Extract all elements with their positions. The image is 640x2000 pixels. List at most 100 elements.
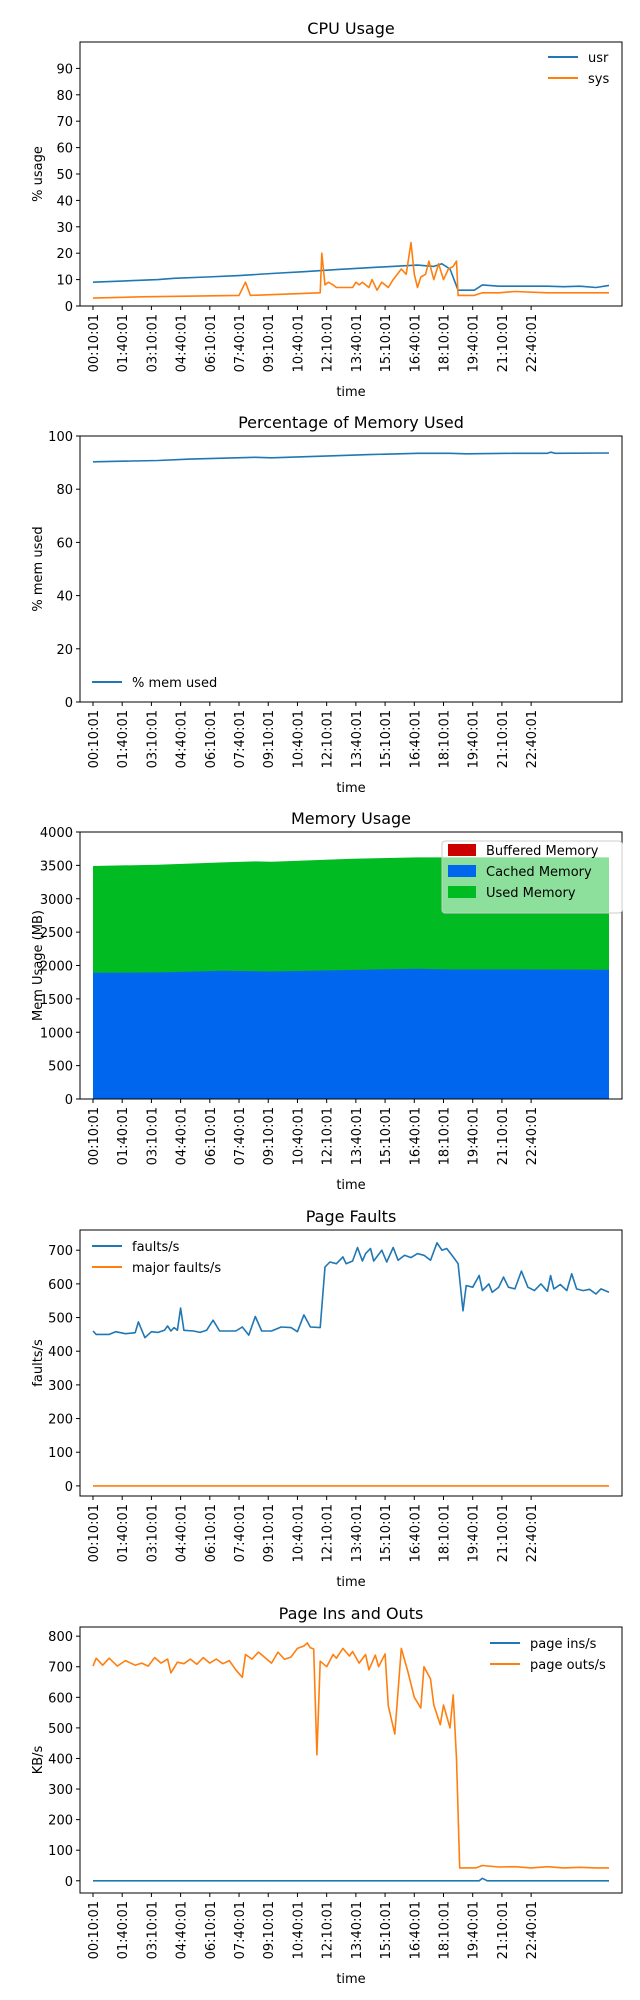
pageio-ytick-label: 400 [48,1752,73,1767]
pageio-ytick-label: 700 [48,1661,73,1676]
faults-series-faults-s [92,1242,610,1339]
faults-xtick-label: 07:40:01 [233,1504,248,1562]
mem-ytick-label: 100 [48,430,73,445]
pageio-xtick-label: 22:40:01 [525,1901,540,1959]
cpu-legend-label: usr [588,51,609,66]
pageio-xtick-label: 19:40:01 [467,1901,482,1959]
memusage-legend-swatch [448,844,476,856]
faults-xtick-label: 21:10:01 [496,1504,511,1562]
memusage-ytick-label: 4000 [40,826,73,841]
mem-xtick-label: 22:40:01 [525,710,540,768]
pageio-xtick-label: 04:40:01 [175,1901,190,1959]
faults-xtick-label: 18:10:01 [437,1504,452,1562]
pageio-xtick-label: 00:10:01 [87,1901,102,1959]
pageio-ytick-label: 200 [48,1814,73,1829]
cpu-xtick-label: 06:10:01 [204,314,219,372]
cpu-xtick-label: 18:10:01 [437,314,452,372]
faults-xtick-label: 03:10:01 [145,1504,160,1562]
memusage-area-cached-memory [92,968,610,1099]
mem-title: Percentage of Memory Used [238,413,464,432]
memusage-xtick-label: 21:10:01 [496,1107,511,1165]
faults-xtick-label: 19:40:01 [467,1504,482,1562]
mem-xtick-label: 15:10:01 [379,710,394,768]
pageio-ylabel: KB/s [31,1745,46,1774]
pageio-xtick-label: 01:40:01 [116,1901,131,1959]
mem-xtick-label: 19:40:01 [467,710,482,768]
mem-ytick-label: 40 [56,590,73,605]
memusage-ytick-label: 1000 [40,1026,73,1041]
pageio-xtick-label: 16:40:01 [408,1901,423,1959]
cpu-xtick-label: 04:40:01 [175,314,190,372]
cpu-ytick-label: 50 [56,168,73,183]
memusage-xtick-label: 13:40:01 [350,1107,365,1165]
pageio-ytick-label: 300 [48,1783,73,1798]
cpu-series-usr [92,263,610,291]
cpu-ytick-label: 80 [56,89,73,104]
mem-xtick-label: 10:40:01 [291,710,306,768]
memusage-legend-box [441,840,623,914]
faults-ytick-label: 100 [48,1446,73,1461]
pageio-legend-label: page outs/s [530,1658,606,1673]
mem-ytick-label: 60 [56,536,73,551]
memusage-xtick-label: 01:40:01 [116,1107,131,1165]
memusage-xtick-label: 09:10:01 [262,1107,277,1165]
cpu-xtick-label: 10:40:01 [291,314,306,372]
cpu-plot-frame [79,41,623,307]
memusage-ylabel: Mem Usage (MB) [31,910,46,1021]
faults-xtick-label: 06:10:01 [204,1504,219,1562]
cpu-xtick-label: 22:40:01 [525,314,540,372]
faults-ytick-label: 400 [48,1345,73,1360]
faults-xtick-label: 16:40:01 [408,1504,423,1562]
memusage-ytick-label: 2000 [40,960,73,975]
pageio-xtick-label: 12:10:01 [321,1901,336,1959]
pageio-xtick-label: 09:10:01 [262,1901,277,1959]
memusage-ytick-label: 3000 [40,893,73,908]
faults-xtick-label: 10:40:01 [291,1504,306,1562]
cpu-xtick-label: 00:10:01 [87,314,102,372]
pageio-ytick-label: 100 [48,1844,73,1859]
cpu-xtick-label: 19:40:01 [467,314,482,372]
cpu-xtick-label: 21:10:01 [496,314,511,372]
memusage-ytick-label: 2500 [40,926,73,941]
memusage-ytick-label: 1500 [40,993,73,1008]
pageio-ytick-label: 800 [48,1630,73,1645]
pageio-xtick-label: 03:10:01 [145,1901,160,1959]
mem-xtick-label: 21:10:01 [496,710,511,768]
faults-ytick-label: 700 [48,1244,73,1259]
faults-xtick-label: 09:10:01 [262,1504,277,1562]
mem-xtick-label: 03:10:01 [145,710,160,768]
pageio-xtick-label: 07:40:01 [233,1901,248,1959]
cpu-xtick-label: 03:10:01 [145,314,160,372]
faults-legend-label: faults/s [132,1240,180,1255]
cpu-ytick-label: 20 [56,247,73,262]
memusage-xtick-label: 12:10:01 [321,1107,336,1165]
pageio-ytick-label: 500 [48,1722,73,1737]
memusage-xtick-label: 19:40:01 [467,1107,482,1165]
cpu-ytick-label: 40 [56,194,73,209]
mem-ytick-label: 80 [56,483,73,498]
mem-xtick-label: 04:40:01 [175,710,190,768]
pageio-series-page-outs-s [92,1642,609,1869]
cpu-ylabel: % usage [31,146,46,202]
faults-title: Page Faults [306,1207,397,1226]
pageio-xtick-label: 15:10:01 [379,1901,394,1959]
faults-ytick-label: 200 [48,1413,73,1428]
mem-xtick-label: 00:10:01 [87,710,102,768]
mem-xtick-label: 01:40:01 [116,710,131,768]
faults-ytick-label: 0 [65,1480,73,1495]
mem-xtick-label: 13:40:01 [350,710,365,768]
faults-ytick-label: 600 [48,1278,73,1293]
faults-xtick-label: 15:10:01 [379,1504,394,1562]
memusage-xtick-label: 04:40:01 [175,1107,190,1165]
cpu-ytick-label: 30 [56,221,73,236]
cpu-legend-label: sys [588,72,609,87]
pageio-xtick-label: 13:40:01 [350,1901,365,1959]
faults-ytick-label: 500 [48,1312,73,1327]
cpu-xtick-label: 15:10:01 [379,314,394,372]
memusage-legend-label: Buffered Memory [486,844,599,859]
memusage-ytick-label: 3500 [40,859,73,874]
pageio-ytick-label: 600 [48,1691,73,1706]
memusage-legend-label: Cached Memory [486,865,592,880]
pageio-plot-frame [79,1626,623,1894]
